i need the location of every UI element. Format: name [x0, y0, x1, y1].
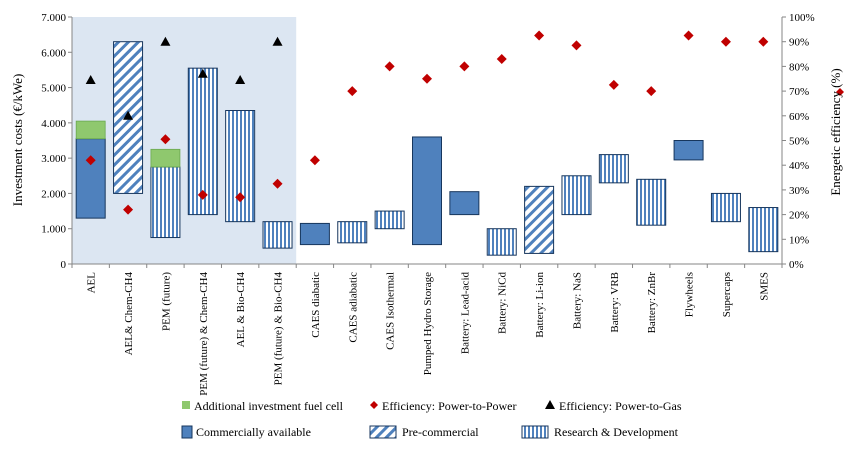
- category-label: AEL & Bio-CH4: [235, 272, 247, 348]
- y-tick-label: 0: [61, 259, 67, 271]
- y2-tick-label: 10%: [789, 234, 809, 246]
- range-bar: [299, 222, 330, 246]
- efficiency-p2p-point: [683, 30, 694, 41]
- y-tick-label: 5.000: [41, 83, 66, 95]
- efficiency-p2p-point: [720, 36, 731, 47]
- efficiency-p2p-point: [384, 61, 395, 72]
- efficiency-p2p-point: [571, 40, 582, 51]
- legend-rnd-swatch: [521, 425, 549, 439]
- legend-triangle-icon: [545, 400, 555, 409]
- range-bar: [636, 178, 667, 226]
- legend-label: Pre-commercial: [402, 425, 479, 439]
- category-label: SMES: [758, 272, 770, 301]
- efficiency-p2g-point: [272, 36, 283, 46]
- category-label: CAES Isothermal: [385, 272, 397, 350]
- range-bar: [75, 138, 106, 219]
- category-label: PEM (future): [160, 272, 172, 331]
- efficiency-p2p-point: [235, 192, 246, 203]
- category-label: PEM (future) & Chem-CH4: [198, 272, 210, 396]
- range-bar: [150, 166, 181, 239]
- category-label: Battery: VRB: [609, 272, 621, 333]
- category-label: Supercaps: [721, 272, 733, 317]
- category-label: Battery: Li-ion: [534, 272, 546, 338]
- category-label: Battery: Lead-acid: [459, 272, 471, 355]
- y-tick-label: 6.000: [41, 47, 66, 59]
- y2-tick-label: 100%: [789, 12, 815, 24]
- y2-tick-label: 60%: [789, 111, 809, 123]
- efficiency-p2g-point: [85, 74, 96, 84]
- y-axis-title: Investment costs (€/kWe): [10, 74, 25, 207]
- range-bar: [449, 191, 480, 216]
- highlight-region: [72, 17, 297, 264]
- y2-axis-title: Energetic efficiency (%): [828, 68, 843, 195]
- y2-tick-label: 90%: [789, 37, 809, 49]
- category-label: Battery: NaS: [571, 272, 583, 329]
- range-bar: [561, 175, 592, 216]
- efficiency-p2p-point: [160, 134, 171, 145]
- category-label: AEL& Chem-CH4: [123, 272, 135, 356]
- y-tick-label: 1.000: [41, 224, 66, 236]
- range-bar: [374, 210, 405, 230]
- range-bar: [673, 140, 704, 161]
- category-label: Pumped Hydro Storage: [422, 272, 434, 375]
- efficiency-p2p-point: [197, 189, 208, 200]
- efficiency-p2p-point: [459, 61, 470, 72]
- y2-tick-label: 20%: [789, 210, 809, 222]
- y2-tick-label: 40%: [789, 160, 809, 172]
- legend-label: Research & Development: [554, 425, 679, 439]
- efficiency-p2p-point: [347, 86, 358, 97]
- y2-tick-label: 30%: [789, 185, 809, 197]
- efficiency-p2p-point: [272, 178, 283, 189]
- category-label: CAES diabatic: [310, 272, 322, 338]
- efficiency-p2g-point: [235, 74, 246, 84]
- efficiency-p2p-point: [85, 155, 96, 166]
- y2-tick-label: 0%: [789, 259, 804, 271]
- range-bar: [486, 228, 517, 256]
- efficiency-p2p-point: [758, 36, 769, 47]
- category-label: PEM (future) & Bio-CH4: [273, 272, 285, 386]
- y-tick-label: 4.000: [41, 118, 66, 130]
- category-label: Flywheels: [684, 272, 696, 317]
- legend-label: Commercially available: [196, 425, 311, 439]
- legend-label: Efficiency: Power-to-Gas: [559, 399, 682, 413]
- category-label: Battery: ZnBr: [646, 272, 658, 334]
- legend-commercial-swatch: [181, 425, 193, 439]
- y2-tick-label: 80%: [789, 61, 809, 73]
- legend-diamond-icon: [370, 401, 378, 409]
- efficiency-p2p-point: [309, 155, 320, 166]
- category-label: Battery: NiCd: [497, 272, 509, 335]
- legend-label: Efficiency: Power-to-Power: [382, 399, 517, 413]
- range-bar: [524, 185, 555, 254]
- y2-tick-label: 50%: [789, 136, 809, 148]
- efficiency-p2p-point: [646, 86, 657, 97]
- category-label: CAES adiabatic: [347, 272, 359, 343]
- fuel-cell-bar: [75, 120, 106, 140]
- efficiency-p2p-point: [534, 30, 545, 41]
- efficiency-p2g-point: [197, 68, 208, 78]
- efficiency-p2g-point: [123, 110, 134, 120]
- efficiency-p2p-point: [422, 73, 432, 84]
- efficiency-p2g-point: [160, 36, 171, 46]
- y-tick-label: 3.000: [41, 153, 66, 165]
- range-bar: [710, 192, 741, 223]
- efficiency-p2p-point: [496, 53, 507, 64]
- range-bar: [748, 207, 779, 253]
- efficiency-p2p-point: [123, 204, 134, 215]
- fuel-cell-bar: [150, 148, 181, 168]
- range-bar: [337, 221, 368, 244]
- y-tick-label: 7.000: [41, 12, 66, 24]
- range-bar: [412, 136, 442, 246]
- y2-title-diamond-icon: [836, 88, 844, 96]
- range-bar: [225, 110, 256, 223]
- efficiency-p2p-point: [608, 79, 619, 90]
- legend-label: Additional investment fuel cell: [194, 399, 344, 413]
- legend-fuel-cell-swatch: [182, 401, 190, 409]
- legend-precommercial-swatch: [369, 425, 397, 439]
- range-bar: [598, 154, 629, 184]
- category-label: AEL: [86, 272, 98, 294]
- y2-tick-label: 70%: [789, 86, 809, 98]
- y-tick-label: 2.000: [41, 188, 66, 200]
- range-bar: [262, 221, 293, 249]
